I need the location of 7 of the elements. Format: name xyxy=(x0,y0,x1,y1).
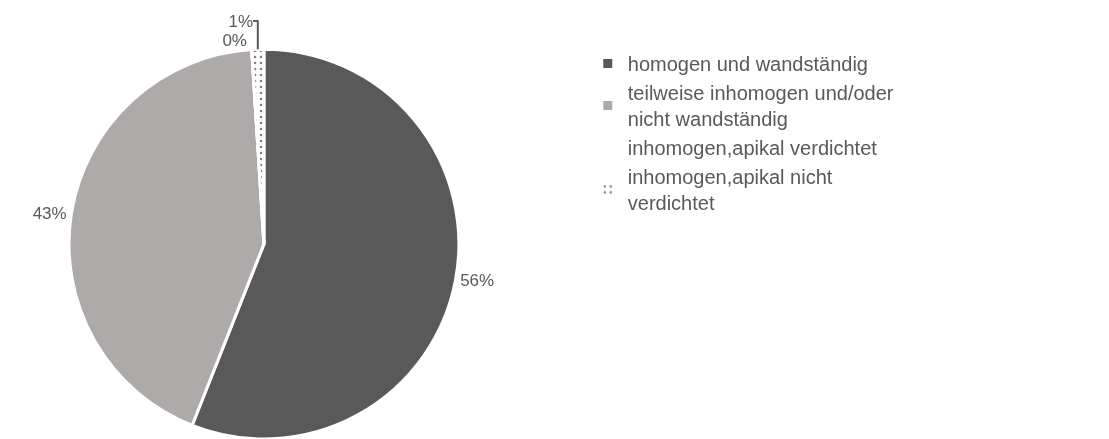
data-label: 43% xyxy=(32,203,67,223)
data-label: 1% xyxy=(228,11,254,31)
data-label: 56% xyxy=(460,271,495,291)
text: 0% xyxy=(222,30,247,50)
category-label: inhomogen,apikal verdichtet xyxy=(627,137,877,160)
legend-label: inhomogen,apikal nicht verdichtet xyxy=(627,166,833,215)
legend-label: homogen und wandständig xyxy=(627,53,868,76)
